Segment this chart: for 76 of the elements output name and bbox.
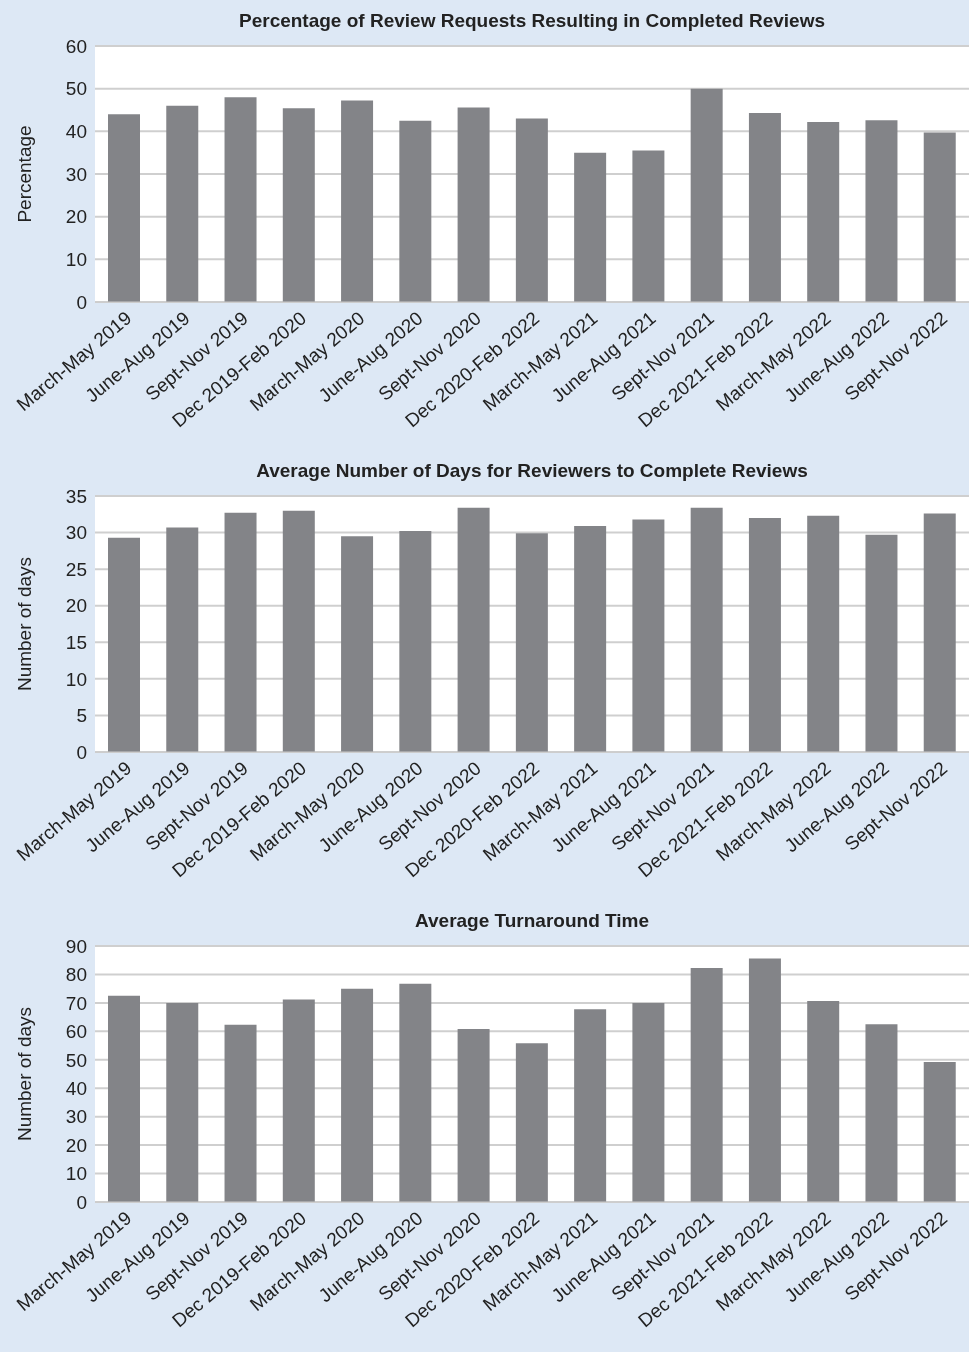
y-tick-label: 10 <box>65 668 87 690</box>
bar <box>282 999 315 1202</box>
y-tick-label: 30 <box>65 1106 87 1128</box>
bar <box>574 152 607 302</box>
y-tick-label: 30 <box>65 522 87 544</box>
y-tick-label: 70 <box>65 992 87 1014</box>
bar <box>865 534 898 752</box>
bar <box>282 108 315 302</box>
bar <box>807 1000 840 1202</box>
bar <box>399 120 432 302</box>
bar <box>690 88 723 302</box>
bar <box>282 510 315 752</box>
bar <box>865 120 898 302</box>
bar <box>108 995 140 1202</box>
bar <box>632 1002 665 1202</box>
y-tick-label: 30 <box>65 163 87 185</box>
bar <box>457 107 490 302</box>
bar <box>166 105 199 302</box>
bar <box>748 112 781 302</box>
y-tick-label: 20 <box>65 206 87 228</box>
chart-title: Average Number of Days for Reviewers to Complete Reviews <box>255 460 809 482</box>
bar <box>341 536 374 752</box>
bar <box>574 525 607 752</box>
y-axis-title: Number of days <box>13 1006 35 1142</box>
bar <box>690 967 723 1202</box>
bar <box>166 527 199 752</box>
y-tick-label: 60 <box>65 1021 87 1043</box>
bar <box>807 515 840 752</box>
bar <box>108 537 140 752</box>
chart-title: Percentage of Review Requests Resulting in Completed Reviews <box>238 10 826 32</box>
bar <box>457 1029 490 1202</box>
bar <box>690 507 723 752</box>
y-tick-label: 20 <box>65 1134 87 1156</box>
bar <box>748 517 781 752</box>
bar <box>923 1062 956 1202</box>
bar <box>923 132 956 302</box>
y-tick-label: 35 <box>65 485 87 507</box>
bar <box>807 121 840 302</box>
bar <box>632 150 665 302</box>
bar <box>399 531 432 752</box>
y-tick-label: 40 <box>65 1077 87 1099</box>
bar <box>341 100 374 302</box>
chart-title: Average Turnaround Time <box>414 910 650 932</box>
bar <box>399 983 432 1202</box>
bar <box>515 1043 548 1202</box>
y-axis-title: Number of days <box>13 556 35 692</box>
y-tick-label: 0 <box>76 291 87 313</box>
bar <box>515 533 548 752</box>
y-tick-label: 50 <box>65 78 87 100</box>
y-tick-label: 10 <box>65 249 87 271</box>
y-axis-title: Percentage <box>13 125 35 223</box>
bar <box>574 1009 607 1202</box>
y-tick-label: 0 <box>76 1191 87 1213</box>
bar <box>224 1024 257 1202</box>
y-tick-label: 15 <box>65 632 87 654</box>
bar <box>865 1024 898 1202</box>
y-tick-label: 10 <box>65 1163 87 1185</box>
bar <box>632 519 665 752</box>
y-tick-label: 50 <box>65 1049 87 1071</box>
bar <box>108 114 140 302</box>
y-tick-label: 60 <box>65 35 87 57</box>
bar <box>923 513 956 752</box>
y-tick-label: 25 <box>65 558 87 580</box>
bar <box>457 507 490 752</box>
y-tick-label: 20 <box>65 595 87 617</box>
bar <box>341 988 374 1202</box>
bar <box>748 958 781 1202</box>
y-tick-label: 40 <box>65 121 87 143</box>
bar <box>224 512 257 752</box>
y-tick-label: 80 <box>65 964 87 986</box>
bar <box>166 1002 199 1202</box>
y-tick-label: 90 <box>65 935 87 957</box>
bar <box>515 118 548 302</box>
y-tick-label: 5 <box>76 705 87 727</box>
y-tick-label: 0 <box>76 741 87 763</box>
bar <box>224 97 257 302</box>
